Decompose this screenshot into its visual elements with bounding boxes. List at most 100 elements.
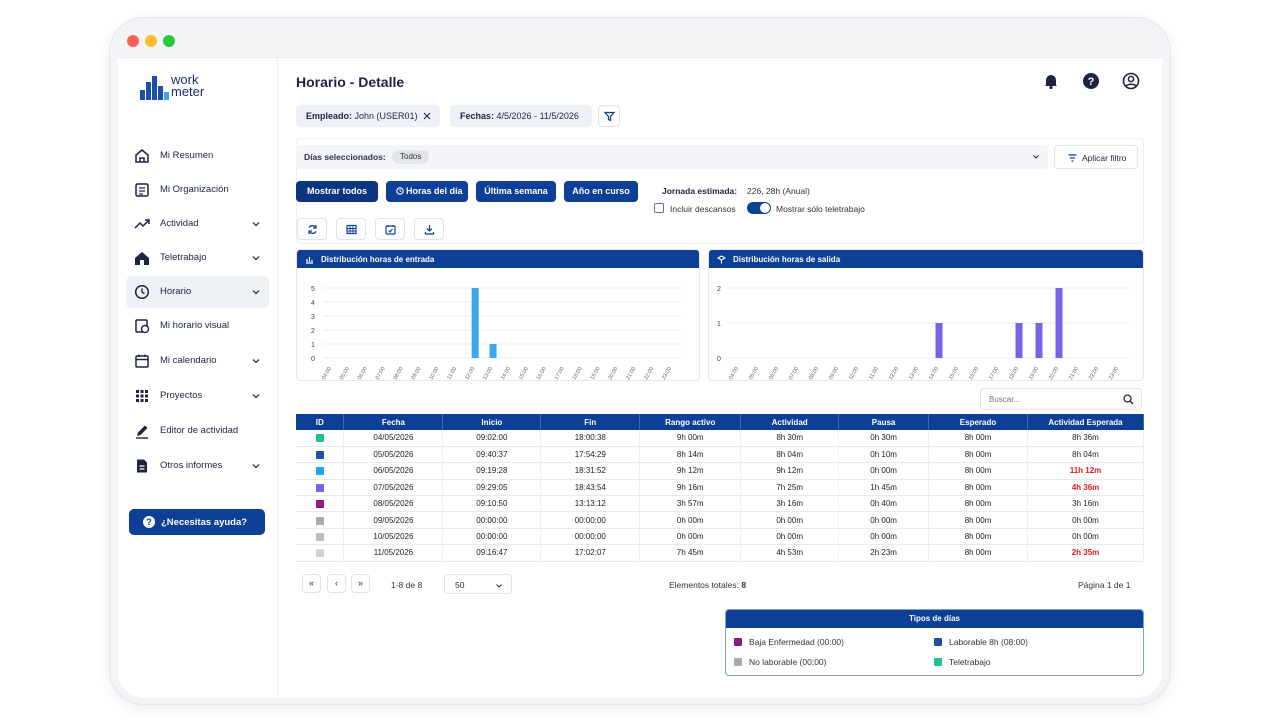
filter-button[interactable] [598, 105, 620, 127]
sidebar-item-actividad[interactable]: Actividad [126, 208, 269, 240]
current-year-button[interactable]: Año en curso [564, 181, 638, 202]
close-window-button[interactable] [127, 35, 139, 47]
col-pausa[interactable]: Pausa [838, 414, 930, 430]
day-hours-label: Horas del día [406, 186, 463, 196]
search-input[interactable] [989, 393, 1119, 406]
bar-20:00[interactable] [1055, 288, 1063, 358]
table-icon [346, 224, 357, 235]
x-tick-label: 17:00 [988, 366, 1000, 380]
col-actividad-esperada[interactable]: Actividad Esperada [1027, 414, 1144, 430]
selected-days-select[interactable]: Días seleccionados: Todos [296, 145, 1048, 169]
bar-12:00[interactable] [471, 288, 479, 358]
table-cell: 8h 36m [1027, 430, 1144, 447]
search-icon[interactable] [1123, 394, 1134, 405]
refresh-button[interactable] [297, 218, 327, 240]
table-cell: 0h 40m [838, 495, 930, 513]
maximize-window-button[interactable] [163, 35, 175, 47]
col-fecha[interactable]: Fecha [343, 414, 444, 430]
sidebar-item-mi-horario-visual[interactable]: Mi horario visual [126, 310, 269, 342]
chevron-down-icon[interactable] [251, 356, 261, 366]
next-page-button[interactable]: » [351, 574, 370, 593]
x-tick-label: 18:00 [1008, 366, 1020, 380]
x-tick-label: 15:00 [518, 366, 530, 380]
chevron-down-icon[interactable] [251, 391, 261, 401]
x-tick-label: 16:00 [536, 366, 548, 380]
first-page-button[interactable]: « [302, 574, 321, 593]
refresh-icon [308, 225, 317, 234]
table-row[interactable]: 04/05/2026 09:02:00 18:00:38 9h 00m 8h 30m 0h… [296, 430, 1144, 447]
chevron-down-icon[interactable] [251, 219, 261, 229]
download-icon [424, 225, 435, 235]
sidebar-item-mi-calendario[interactable]: Mi calendario [126, 345, 269, 377]
show-all-button[interactable]: Mostrar todos [296, 181, 378, 202]
col-fin[interactable]: Fin [540, 414, 641, 430]
entry-hours-chart-card: Distribución horas de entrada 0 1 2 3 4 5 04:0… [296, 249, 700, 381]
prev-page-button[interactable]: ‹ [327, 574, 346, 593]
table-row[interactable]: 09/05/2026 00:00:00 00:00:00 0h 00m 0h 00m 0h… [296, 511, 1144, 529]
search-field[interactable] [980, 388, 1142, 410]
bell-icon[interactable] [1042, 72, 1060, 90]
table-cell: 09:02:00 [442, 430, 542, 447]
sidebar-item-teletrabajo[interactable]: Teletrabajo [126, 242, 269, 274]
x-tick-label: 04:00 [728, 366, 740, 380]
apply-filter-button[interactable]: Aplicar filtro [1054, 145, 1138, 169]
day-type-swatch [315, 500, 324, 509]
download-button[interactable] [414, 218, 444, 240]
x-tick-label: 05:00 [339, 366, 351, 380]
day-hours-button[interactable]: Horas del día [386, 181, 468, 202]
table-cell: 09:16:47 [442, 544, 542, 562]
only-remote-label: Mostrar sólo teletrabajo [776, 204, 865, 214]
col-esperado[interactable]: Esperado [928, 414, 1028, 430]
calendar-check-button[interactable] [375, 218, 405, 240]
sidebar-item-mi-organizacion[interactable]: Mi Organización [126, 174, 269, 206]
table-cell: 8h 00m [928, 446, 1028, 464]
last-week-button[interactable]: Última semana [476, 181, 556, 202]
close-icon[interactable] [423, 112, 431, 120]
selected-days-chip[interactable]: Todos [392, 150, 430, 164]
chart-pin-icon [717, 255, 726, 264]
exit-hours-chart-title: Distribución horas de salida [733, 255, 841, 264]
sidebar-item-mi-resumen[interactable]: Mi Resumen [126, 140, 269, 172]
x-tick-label: 12:00 [888, 366, 900, 380]
help-button-label: ¿Necesitas ayuda? [161, 517, 248, 528]
table-row[interactable]: 10/05/2026 00:00:00 00:00:00 0h 00m 0h 00m 0h… [296, 528, 1144, 546]
bar-18:00[interactable] [1015, 323, 1023, 358]
help-icon[interactable]: ? [1082, 72, 1100, 90]
sidebar-item-label: Mi horario visual [160, 320, 230, 331]
sidebar-item-otros-informes[interactable]: Otros informes [126, 450, 269, 482]
chevron-down-icon[interactable] [251, 287, 261, 297]
table-row[interactable]: 08/05/2026 09:10:50 13:13:12 3h 57m 3h 16m 0h… [296, 495, 1144, 513]
col-id[interactable]: ID [296, 414, 345, 430]
table-row[interactable]: 11/05/2026 09:16:47 17:02:07 7h 45m 4h 53m 2h… [296, 544, 1144, 562]
table-cell: 09:10:50 [442, 495, 542, 513]
dates-filter-chip[interactable]: Fechas: 4/5/2026 - 11/5/2026 [450, 105, 592, 127]
sidebar-item-editor-de-actividad[interactable]: Editor de actividad [126, 415, 269, 447]
col-actividad[interactable]: Actividad [740, 414, 840, 430]
bar-14:00[interactable] [935, 323, 943, 358]
employee-filter-chip[interactable]: Empleado: John (USER01) [296, 105, 440, 127]
workmeter-logo[interactable]: work meter [140, 73, 260, 102]
table-row[interactable]: 07/05/2026 09:29:05 18:43:54 9h 16m 7h 25m 1h… [296, 479, 1144, 497]
help-button[interactable]: ? ¿Necesitas ayuda? [129, 509, 265, 535]
table-cell: 09:40:37 [442, 446, 542, 464]
only-remote-toggle[interactable] [747, 202, 771, 214]
sidebar-item-horario[interactable]: Horario [126, 276, 269, 308]
table-cell: 8h 04m [740, 446, 840, 464]
include-breaks-checkbox[interactable] [654, 203, 664, 213]
x-tick-label: 17:00 [554, 366, 566, 380]
col-rango-activo[interactable]: Rango activo [639, 414, 742, 430]
employee-filter-key: Empleado: [306, 111, 353, 121]
bar-13:00[interactable] [489, 344, 497, 358]
table-view-button[interactable] [336, 218, 366, 240]
col-inicio[interactable]: Inicio [442, 414, 542, 430]
minimize-window-button[interactable] [145, 35, 157, 47]
chevron-down-icon[interactable] [251, 253, 261, 263]
chevron-down-icon[interactable] [251, 461, 261, 471]
user-account-icon[interactable] [1122, 72, 1140, 90]
bar-19:00[interactable] [1035, 323, 1043, 358]
table-row[interactable]: 05/05/2026 09:40:37 17:54:29 8h 14m 8h 04m 0h… [296, 446, 1144, 464]
page-size-select[interactable]: 50 [444, 574, 512, 594]
table-row[interactable]: 06/05/2026 09:19:28 18:31:52 9h 12m 9h 12m 0h… [296, 462, 1144, 480]
sidebar-item-proyectos[interactable]: Proyectos [126, 380, 269, 412]
x-tick-label: 11:00 [446, 366, 458, 380]
